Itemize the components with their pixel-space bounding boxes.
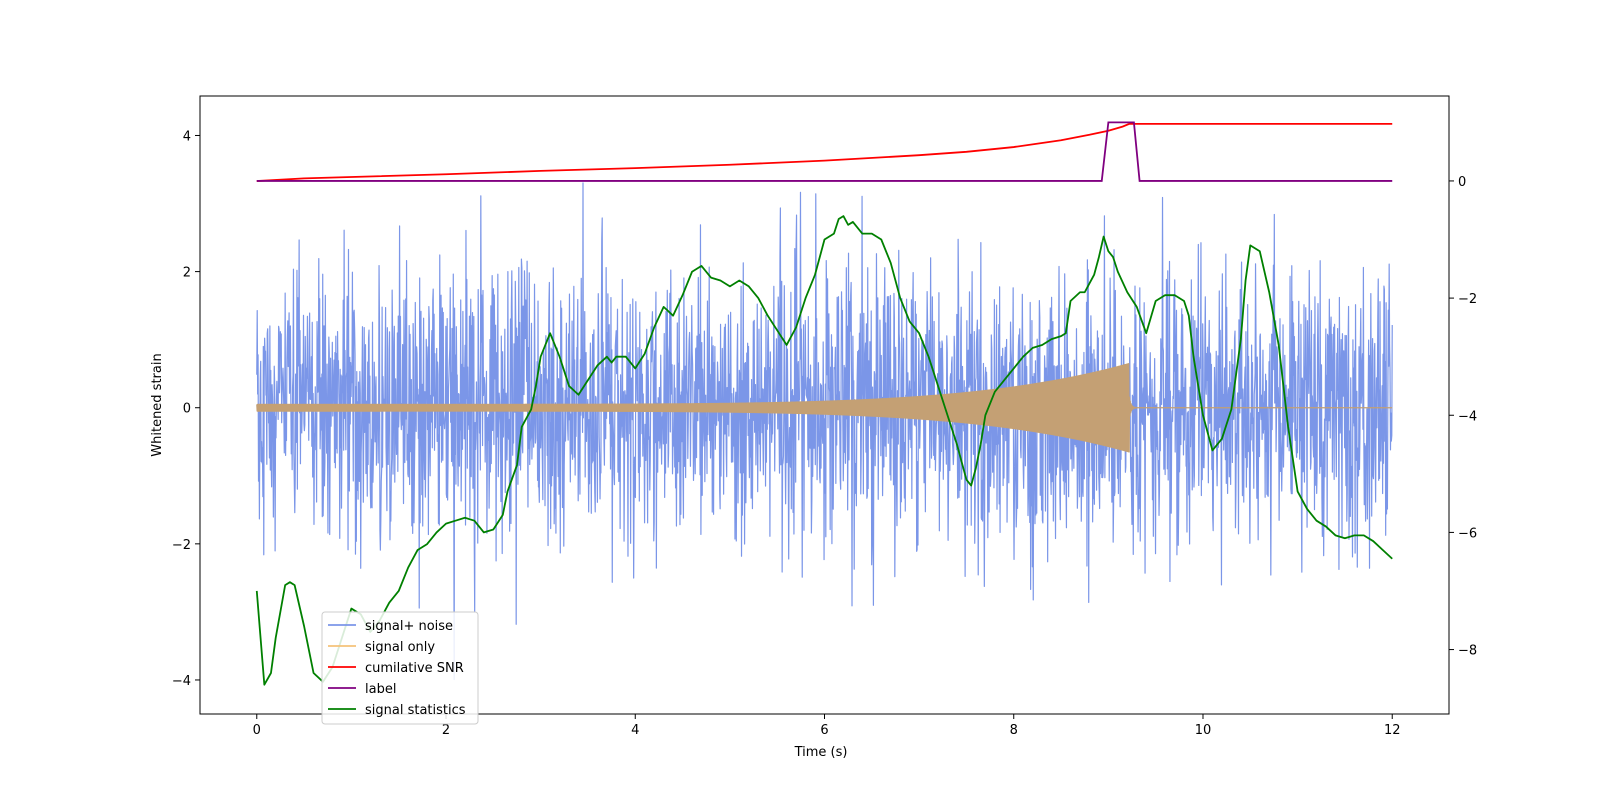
legend: signal+ noise signal only cumilative SNR… (321, 611, 479, 725)
series-line-cumulative-snr (256, 123, 1393, 182)
plot-area (255, 121, 1393, 686)
x-tick-label: 4 (631, 723, 639, 738)
series-line-signal-only (256, 362, 1393, 453)
y2-tick-label: −4 (1458, 409, 1477, 424)
y-tick-label: −2 (172, 538, 191, 553)
y-axis-left: −4 −2 0 2 4 (172, 129, 200, 689)
legend-label-label: label (365, 682, 396, 697)
x-tick-label: 8 (1010, 723, 1018, 738)
y2-tick-label: −8 (1458, 644, 1477, 659)
y-tick-label: 4 (183, 129, 191, 144)
legend-label-signal-plus-noise: signal+ noise (365, 619, 453, 634)
y-tick-label: 2 (183, 266, 191, 281)
legend-label-cumulative-snr: cumilative SNR (365, 661, 464, 676)
x-axis-label: Time (s) (794, 745, 848, 760)
y-tick-label: −4 (172, 674, 191, 689)
y2-tick-label: −2 (1458, 292, 1477, 307)
y2-tick-label: 0 (1458, 175, 1466, 190)
series-line-signal-statistics (255, 215, 1393, 686)
x-tick-label: 6 (820, 723, 828, 738)
x-tick-label: 12 (1384, 723, 1401, 738)
legend-label-signal-statistics: signal statistics (365, 703, 466, 718)
y2-tick-label: −6 (1458, 526, 1477, 541)
y-tick-label: 0 (183, 402, 191, 417)
series-line-signal-plus-noise (256, 182, 1393, 681)
x-tick-label: 10 (1195, 723, 1212, 738)
x-tick-label: 2 (442, 723, 450, 738)
legend-box (321, 611, 479, 725)
x-tick-label: 0 (253, 723, 261, 738)
series-line-label (256, 121, 1393, 182)
y-axis-right: −8 −6 −4 −2 0 (1449, 175, 1477, 659)
legend-label-signal-only: signal only (365, 640, 435, 655)
y-axis-label: Whitened strain (150, 353, 165, 456)
